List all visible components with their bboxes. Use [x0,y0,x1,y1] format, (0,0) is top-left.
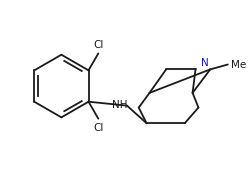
Text: Cl: Cl [93,122,104,133]
Text: Me: Me [231,59,246,70]
Text: Cl: Cl [93,39,104,49]
Text: N: N [201,58,209,68]
Text: NH: NH [112,100,127,110]
